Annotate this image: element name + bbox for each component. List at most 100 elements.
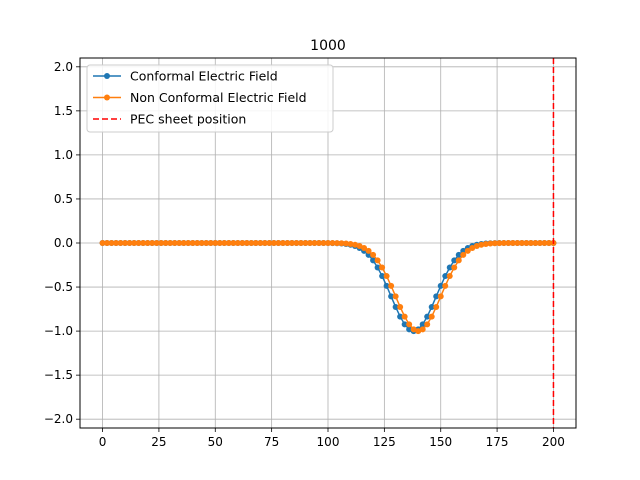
- y-tick-label: −1.0: [44, 324, 73, 338]
- chart-title: 1000: [310, 38, 346, 54]
- x-axis: 0 25 50 75 100 125 150 175 200: [99, 428, 565, 449]
- data-point: [104, 240, 111, 246]
- data-point: [451, 264, 458, 271]
- data-point: [536, 240, 543, 246]
- data-point: [198, 240, 205, 246]
- data-point: [388, 282, 395, 289]
- data-point: [424, 313, 431, 320]
- data-point: [180, 240, 187, 246]
- data-point: [374, 264, 381, 271]
- legend-item: Non Conformal Electric Field: [93, 90, 307, 105]
- x-tick-label: 150: [429, 435, 452, 449]
- data-point: [455, 251, 462, 258]
- x-tick-label: 0: [99, 435, 107, 449]
- data-point: [144, 240, 151, 246]
- data-point: [442, 273, 449, 280]
- data-point: [284, 240, 291, 246]
- data-point: [500, 240, 507, 247]
- y-tick-label: 1.0: [54, 148, 73, 162]
- data-point: [347, 240, 354, 247]
- data-point: [108, 240, 115, 246]
- data-point: [266, 240, 273, 246]
- data-point: [460, 251, 467, 258]
- data-point: [153, 240, 160, 246]
- data-point: [325, 240, 331, 247]
- data-point: [234, 240, 241, 246]
- legend-label: Conformal Electric Field: [130, 69, 278, 84]
- legend-marker: [104, 94, 110, 101]
- data-point: [135, 240, 142, 246]
- data-point: [374, 257, 381, 264]
- data-point: [117, 240, 124, 246]
- data-point: [149, 240, 156, 246]
- data-point: [311, 240, 318, 246]
- y-tick-label: −2.0: [44, 412, 73, 426]
- data-point: [370, 251, 377, 258]
- data-point: [306, 240, 313, 246]
- data-point: [189, 240, 196, 246]
- data-point: [279, 240, 286, 246]
- data-point: [365, 247, 372, 254]
- x-tick-label: 175: [486, 435, 509, 449]
- data-point: [239, 240, 246, 246]
- data-point: [379, 273, 386, 280]
- legend-box: [86, 64, 334, 133]
- data-point: [99, 240, 106, 246]
- data-point: [158, 240, 165, 246]
- data-point: [334, 240, 341, 247]
- data-point: [131, 240, 138, 246]
- data-point: [162, 240, 169, 246]
- data-point: [383, 273, 390, 280]
- x-tick-label: 125: [373, 435, 396, 449]
- x-tick-label: 25: [151, 435, 166, 449]
- data-point: [370, 257, 377, 264]
- data-point: [113, 240, 120, 246]
- data-point: [428, 313, 435, 320]
- plot-series-group: [99, 58, 557, 428]
- data-point: [122, 240, 129, 246]
- data-point: [455, 257, 462, 264]
- data-point: [505, 240, 512, 247]
- data-point: [509, 240, 516, 247]
- data-point: [315, 240, 322, 247]
- data-point: [532, 240, 539, 246]
- data-point: [343, 240, 350, 247]
- data-point: [545, 240, 552, 246]
- data-point: [514, 240, 521, 247]
- data-point: [176, 240, 183, 246]
- data-point: [433, 293, 440, 300]
- data-point: [320, 240, 327, 247]
- data-point: [433, 303, 440, 310]
- data-point: [252, 240, 259, 246]
- data-point: [379, 264, 386, 271]
- data-point: [126, 240, 133, 246]
- data-point: [185, 240, 192, 246]
- data-point: [424, 321, 431, 328]
- data-point: [352, 241, 359, 248]
- data-point: [361, 244, 368, 251]
- data-point: [478, 241, 485, 248]
- data-point: [338, 240, 345, 247]
- y-tick-label: 2.0: [54, 60, 73, 74]
- data-point: [437, 282, 444, 289]
- data-point: [270, 240, 277, 246]
- y-axis: 2.0 1.5 1.0 0.5 0.0 −0.5 −1.0 −1.5 −2.0: [44, 60, 80, 426]
- x-tick-label: 100: [317, 435, 340, 449]
- data-point: [302, 240, 309, 246]
- data-point: [275, 240, 282, 246]
- data-point: [392, 303, 399, 310]
- data-point: [401, 321, 408, 328]
- data-point: [437, 293, 444, 300]
- data-point: [230, 240, 237, 246]
- data-point: [392, 293, 399, 300]
- data-point: [297, 240, 304, 246]
- data-point: [212, 240, 219, 246]
- data-point: [419, 321, 426, 328]
- y-tick-label: 0.5: [54, 192, 73, 206]
- legend: Conformal Electric Field Non Conformal El…: [86, 64, 334, 133]
- legend-marker: [104, 73, 110, 79]
- data-point: [167, 240, 174, 246]
- data-point: [446, 273, 453, 280]
- data-point: [207, 240, 214, 246]
- data-point: [248, 240, 255, 246]
